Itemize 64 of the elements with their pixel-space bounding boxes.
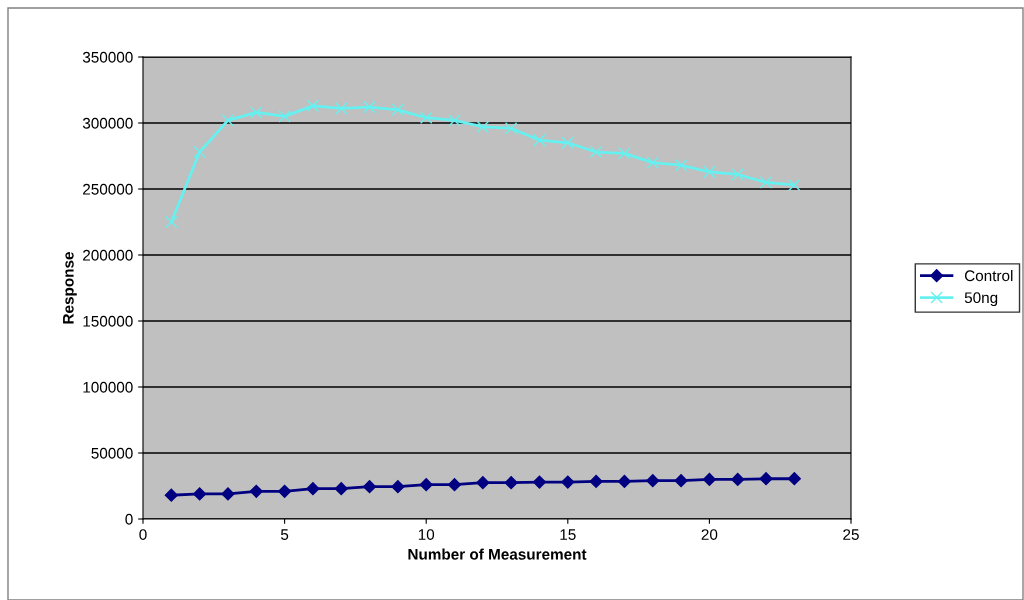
- x-tick-label: 25: [843, 529, 859, 540]
- point: [731, 168, 744, 181]
- point: [532, 475, 547, 489]
- point: [221, 487, 235, 501]
- point: [703, 165, 716, 179]
- point: [731, 472, 745, 486]
- point: [617, 474, 632, 488]
- legend-label: Control: [964, 269, 1013, 282]
- x-tick-label: 0: [139, 529, 147, 540]
- point: [476, 476, 490, 490]
- y-tick-label: 150000: [83, 315, 133, 327]
- point: [788, 178, 801, 192]
- y-tick-label: 100000: [83, 381, 133, 393]
- point: [391, 480, 405, 494]
- x-tick-label: 20: [701, 529, 718, 540]
- x-axis-title: Number of Measurement: [408, 548, 587, 560]
- point: [589, 474, 603, 488]
- x-tick-label: 10: [418, 529, 435, 540]
- point: [646, 474, 660, 488]
- legend-label: 50ng: [964, 292, 998, 307]
- x-tick-label: 5: [280, 529, 289, 540]
- point: [674, 158, 688, 172]
- y-tick-label: 200000: [83, 249, 133, 261]
- point: [334, 102, 348, 115]
- point: [165, 215, 178, 229]
- x-tick-label: 15: [560, 529, 576, 540]
- point: [306, 482, 320, 496]
- point: [419, 111, 433, 124]
- point: [702, 472, 716, 486]
- point: [278, 484, 292, 498]
- y-tick-label: 350000: [82, 51, 133, 63]
- point: [363, 100, 376, 114]
- y-axis-title: Response: [63, 252, 77, 324]
- point: [221, 114, 235, 127]
- point: [646, 156, 660, 169]
- point: [674, 474, 688, 488]
- point: [787, 472, 801, 486]
- point: [362, 480, 377, 494]
- point: [164, 488, 178, 502]
- y-tick-label: 0: [125, 513, 133, 525]
- point: [561, 136, 575, 150]
- point: [504, 122, 518, 135]
- point: [476, 120, 490, 134]
- point: [618, 147, 631, 160]
- point: [561, 475, 575, 489]
- point: [193, 145, 206, 159]
- point: [759, 472, 773, 486]
- point: [334, 482, 348, 496]
- y-tick-label: 50000: [91, 447, 133, 459]
- point: [278, 110, 291, 123]
- y-tick-label: 250000: [83, 183, 133, 195]
- y-tick-label: 300000: [82, 117, 133, 129]
- point: [193, 487, 207, 501]
- point: [250, 106, 263, 119]
- point: [419, 478, 433, 492]
- point: [533, 133, 546, 147]
- point: [448, 114, 461, 127]
- point: [306, 99, 320, 113]
- point: [391, 103, 405, 117]
- point: [504, 476, 518, 490]
- point: [249, 484, 263, 498]
- point: [589, 145, 603, 159]
- point: [759, 176, 773, 189]
- point: [447, 478, 462, 492]
